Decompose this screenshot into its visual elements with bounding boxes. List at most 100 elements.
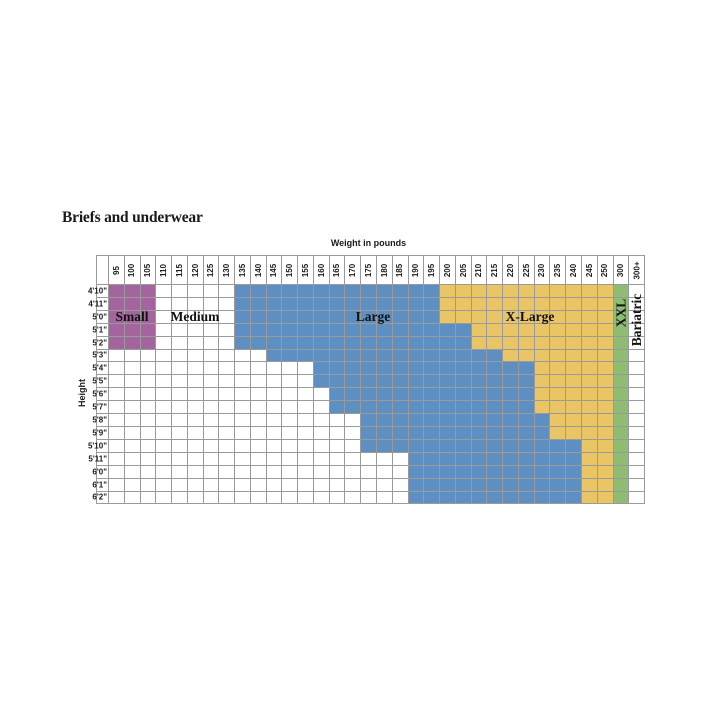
column-header: 130: [219, 256, 235, 284]
grid-cell: [266, 285, 282, 297]
grid-cell: [566, 388, 581, 401]
grid-cell: [408, 310, 424, 323]
grid-cell: [266, 426, 282, 439]
grid-cell: [550, 401, 566, 414]
grid-cell: [298, 362, 313, 375]
grid-cell: [313, 323, 329, 336]
grid-cell: [455, 465, 471, 478]
row-label-text: 5'3": [92, 350, 107, 360]
grid-cell: [140, 491, 156, 504]
grid-cell: [597, 375, 613, 388]
grid-cell: [440, 478, 455, 491]
column-header-text: 240: [569, 263, 579, 277]
grid-cell: [581, 401, 597, 414]
grid-cell: [361, 465, 377, 478]
grid-cell: [597, 414, 613, 426]
grid-cell: [235, 401, 250, 414]
row-label: 6'0": [92, 465, 108, 478]
grid-cell: [440, 310, 455, 323]
grid-cell: [361, 491, 377, 504]
grid-cell: [361, 452, 377, 465]
grid-cell: [503, 414, 518, 426]
grid-cell: [313, 388, 329, 401]
grid-cell: [172, 297, 187, 310]
grid-cell: [440, 491, 455, 504]
column-header-text: 95: [111, 265, 121, 275]
grid-cell: [455, 439, 471, 452]
grid-cell: [298, 375, 313, 388]
grid-cell: [298, 426, 313, 439]
grid-cell: [392, 426, 408, 439]
grid-cell: [124, 414, 140, 426]
grid-cell: [203, 401, 219, 414]
grid-cell: [345, 310, 361, 323]
grid-cell: [503, 297, 518, 310]
grid-cell: [503, 465, 518, 478]
grid-cell: [156, 375, 172, 388]
grid-cell: [250, 297, 266, 310]
grid-cell: [597, 478, 613, 491]
grid-cell: [140, 452, 156, 465]
grid-cell: [282, 310, 298, 323]
grid-cell: [408, 336, 424, 349]
grid-cell: [172, 349, 187, 362]
column-header-text: 250: [600, 263, 610, 277]
grid-cell: [329, 388, 345, 401]
grid-cell: [581, 375, 597, 388]
grid-cell: [613, 297, 629, 310]
grid-cell: [550, 362, 566, 375]
row-label-text: 5'2": [92, 338, 107, 348]
grid-cell: [566, 452, 581, 465]
grid-cell: [109, 336, 124, 349]
grid-cell: [250, 439, 266, 452]
grid-cell: [298, 310, 313, 323]
grid-cell: [377, 310, 392, 323]
grid-cell: [235, 465, 250, 478]
grid-cell: [455, 336, 471, 349]
grid-cell: [629, 388, 645, 401]
grid-cell: [203, 491, 219, 504]
grid-cell: [313, 452, 329, 465]
row-label-text: 5'4": [92, 363, 107, 373]
grid-cell: [345, 375, 361, 388]
grid-cell: [487, 439, 503, 452]
grid-cell: [440, 297, 455, 310]
grid-cell: [534, 310, 550, 323]
column-header: 210: [471, 256, 487, 284]
grid-cell: [392, 401, 408, 414]
grid-cell: [471, 439, 487, 452]
grid-cell: [282, 285, 298, 297]
grid-cell: [203, 323, 219, 336]
grid-cell: [329, 349, 345, 362]
grid-cell: [282, 478, 298, 491]
grid-cell: [613, 426, 629, 439]
grid-cell: [566, 491, 581, 504]
grid-cell: [203, 336, 219, 349]
grid-cell: [298, 465, 313, 478]
grid-cell: [518, 478, 534, 491]
grid-cell: [266, 478, 282, 491]
grid-cell: [613, 285, 629, 297]
grid-cell: [518, 285, 534, 297]
column-header-text: 170: [348, 263, 358, 277]
grid-cell: [392, 491, 408, 504]
grid-cell: [487, 491, 503, 504]
column-header-text: 200: [442, 263, 452, 277]
grid-cell: [487, 362, 503, 375]
grid-cell: [172, 323, 187, 336]
grid-cell: [392, 297, 408, 310]
grid-cell: [266, 349, 282, 362]
grid-cell: [345, 349, 361, 362]
row-label: 5'6": [92, 388, 108, 401]
grid-cell: [203, 362, 219, 375]
grid-cell: [566, 465, 581, 478]
grid-cell: [471, 310, 487, 323]
column-header-text: 300: [616, 263, 626, 277]
grid-cell: [518, 452, 534, 465]
grid-cell: [235, 310, 250, 323]
grid-cell: [250, 310, 266, 323]
grid-cell: [629, 336, 645, 349]
grid-cell: [424, 426, 440, 439]
grid-cell: [487, 465, 503, 478]
grid-cell: [377, 491, 392, 504]
